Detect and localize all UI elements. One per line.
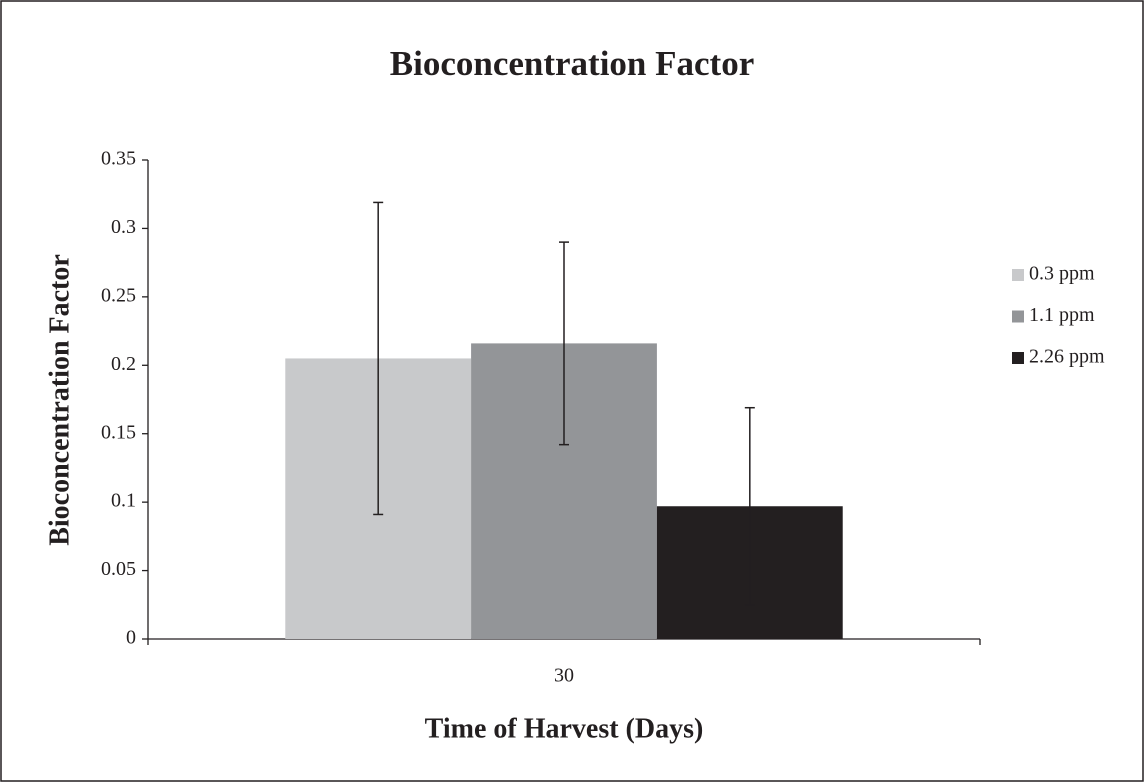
y-tick-label: 0.05 [101,558,136,580]
legend-swatch [1012,269,1024,281]
error-bar [373,201,384,516]
y-tick-label: 0.35 [101,148,136,170]
y-tick-label: 0.1 [111,490,136,512]
y-tick-label: 0.15 [101,421,136,443]
y-tick-label: 0.25 [101,284,136,306]
legend-label: 2.26 ppm [1029,346,1105,368]
y-tick-label: 0 [126,627,136,649]
chart-title: Bioconcentration Factor [390,44,755,83]
legend-label: 1.1 ppm [1029,304,1095,326]
y-tick-label: 0.3 [111,216,136,238]
legend-label: 0.3 ppm [1029,263,1095,285]
y-axis-label: Bioconcentration Factor [44,254,75,546]
legend-swatch [1012,352,1024,364]
x-tick-label: 30 [554,665,574,687]
y-tick-label: 0.2 [111,353,136,375]
x-axis-label: Time of Harvest (Days) [425,713,704,744]
error-bar [744,406,755,606]
error-bar [559,241,569,446]
legend-swatch [1012,310,1024,323]
